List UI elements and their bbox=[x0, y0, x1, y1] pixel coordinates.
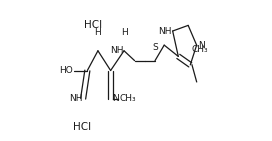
Text: HO: HO bbox=[60, 66, 73, 75]
Text: H: H bbox=[95, 28, 101, 37]
Text: S: S bbox=[152, 43, 158, 52]
Text: HCl: HCl bbox=[84, 20, 102, 30]
Text: NH: NH bbox=[110, 46, 123, 55]
Text: CH₃: CH₃ bbox=[119, 94, 136, 103]
Text: N: N bbox=[198, 41, 205, 50]
Text: N: N bbox=[112, 94, 119, 103]
Text: H: H bbox=[121, 28, 127, 37]
Text: NH: NH bbox=[159, 27, 172, 36]
Text: CH₃: CH₃ bbox=[192, 45, 209, 54]
Text: NH: NH bbox=[69, 94, 82, 103]
Text: HCl: HCl bbox=[73, 122, 91, 132]
